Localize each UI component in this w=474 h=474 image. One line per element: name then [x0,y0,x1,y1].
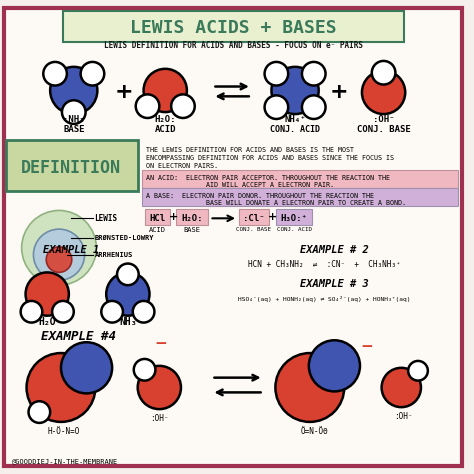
Text: CONJ. ACID: CONJ. ACID [270,125,320,134]
Circle shape [302,62,326,85]
Text: A BASE:  ELECTRON PAIR DONOR. THROUGHOUT THE REACTION THE: A BASE: ELECTRON PAIR DONOR. THROUGHOUT … [146,193,374,199]
Circle shape [61,342,112,393]
Text: ON ELECTRON PAIRS.: ON ELECTRON PAIRS. [146,163,218,169]
Circle shape [136,94,159,118]
Circle shape [264,95,288,119]
Circle shape [34,229,84,280]
Circle shape [275,353,344,422]
Circle shape [372,61,395,84]
Circle shape [272,67,319,114]
FancyBboxPatch shape [239,210,268,225]
Text: :NH₃: :NH₃ [63,116,84,125]
FancyBboxPatch shape [142,188,458,206]
Text: −: − [361,339,373,354]
Circle shape [27,353,95,422]
Text: ACID: ACID [149,227,166,233]
Text: :OH⁻: :OH⁻ [394,412,412,421]
Text: BRØNSTED-LOWRY: BRØNSTED-LOWRY [94,235,154,241]
Text: H₂O:: H₂O: [181,214,202,223]
Circle shape [144,69,187,112]
Text: BASE: BASE [63,125,84,134]
Text: EXAMPLE # 3: EXAMPLE # 3 [300,279,369,289]
Text: ARRHENIUS: ARRHENIUS [94,252,133,258]
FancyBboxPatch shape [4,8,462,466]
Text: AID WILL ACCEPT A ELECTRON PAIR.: AID WILL ACCEPT A ELECTRON PAIR. [146,182,334,188]
Text: +: + [168,212,178,222]
Text: :Cl⁻: :Cl⁻ [243,214,264,223]
Circle shape [46,247,72,273]
Circle shape [264,62,288,85]
Text: +: + [115,82,133,102]
Circle shape [43,62,67,85]
Text: −: − [154,336,167,351]
Text: THE LEWIS DEFINITION FOR ACIDS AND BASES IS THE MOST: THE LEWIS DEFINITION FOR ACIDS AND BASES… [146,147,354,154]
Text: H₂O:: H₂O: [155,116,176,125]
Circle shape [101,301,123,323]
Text: DEFINITION: DEFINITION [21,159,121,177]
Circle shape [134,359,155,381]
FancyBboxPatch shape [276,210,312,225]
Circle shape [171,94,195,118]
FancyBboxPatch shape [176,210,208,225]
Text: @GOODDIEJ-IN-THE-MEMBRANE: @GOODDIEJ-IN-THE-MEMBRANE [12,458,118,464]
Text: :OH⁻: :OH⁻ [150,414,169,423]
Text: H₃O:⁺: H₃O:⁺ [281,214,308,223]
Text: :OH⁻: :OH⁻ [373,116,394,125]
Text: CONJ. BASE: CONJ. BASE [236,227,271,232]
Text: HSO₄⁻(aq) + HONH₂(aq) ⇌ SO₄²⁻(aq) + HONH₃⁺(aq): HSO₄⁻(aq) + HONH₂(aq) ⇌ SO₄²⁻(aq) + HONH… [238,296,411,302]
FancyBboxPatch shape [63,11,404,42]
Circle shape [22,210,96,285]
Circle shape [133,301,155,323]
FancyBboxPatch shape [6,140,138,191]
Circle shape [52,301,74,323]
Text: CONJ. BASE: CONJ. BASE [357,125,410,134]
Circle shape [81,62,104,85]
Text: EXAMPLE # 2: EXAMPLE # 2 [300,245,369,255]
Text: H-Ö-N=O: H-Ö-N=O [48,427,80,436]
Circle shape [382,368,421,407]
Text: +: + [330,82,349,102]
Circle shape [302,95,326,119]
Text: HCN + CH₃NH₂  ⇌  :CN⁻  +  CH₃NH₃⁺: HCN + CH₃NH₂ ⇌ :CN⁻ + CH₃NH₃⁺ [248,260,401,269]
Text: BASE WILL DONATE A ELECTRON PAIR TO CREATE A BOND.: BASE WILL DONATE A ELECTRON PAIR TO CREA… [146,200,406,206]
Circle shape [309,340,360,392]
Circle shape [362,71,405,114]
Text: HCl: HCl [149,214,165,223]
Circle shape [28,401,50,423]
Text: NH₄⁺: NH₄⁺ [284,116,306,125]
Text: AN ACID:  ELECTRON PAIR ACCEPTOR. THROUGHOUT THE REACTION THE: AN ACID: ELECTRON PAIR ACCEPTOR. THROUGH… [146,175,390,181]
Text: H₂O: H₂O [38,317,56,327]
Circle shape [50,67,97,114]
FancyBboxPatch shape [145,210,170,225]
Text: BASE: BASE [183,227,201,233]
Text: ENCOMPASSING DEFINITION FOR ACIDS AND BASES SINCE THE FOCUS IS: ENCOMPASSING DEFINITION FOR ACIDS AND BA… [146,155,393,161]
Circle shape [62,100,86,124]
Text: +: + [268,212,277,222]
Circle shape [106,273,149,316]
Text: Ö=N-ÖΘ: Ö=N-ÖΘ [301,427,328,436]
Text: LEWIS DEFINITION FOR ACIDS AND BASES - FOCUS ON e⁻ PAIRS: LEWIS DEFINITION FOR ACIDS AND BASES - F… [104,41,363,50]
FancyBboxPatch shape [142,170,458,188]
Circle shape [138,366,181,409]
Circle shape [21,301,42,323]
Circle shape [26,273,69,316]
Circle shape [117,264,139,285]
Text: ACID: ACID [155,125,176,134]
Text: CONJ. ACID: CONJ. ACID [277,227,311,232]
Text: NH₃: NH₃ [119,317,137,327]
Text: EXAMPLE 1: EXAMPLE 1 [43,245,99,255]
Text: LEWIS ACIDS + BASES: LEWIS ACIDS + BASES [130,18,337,36]
Text: EXAMPLE #4: EXAMPLE #4 [41,330,116,343]
Text: LEWIS: LEWIS [94,214,118,223]
Circle shape [408,361,428,381]
